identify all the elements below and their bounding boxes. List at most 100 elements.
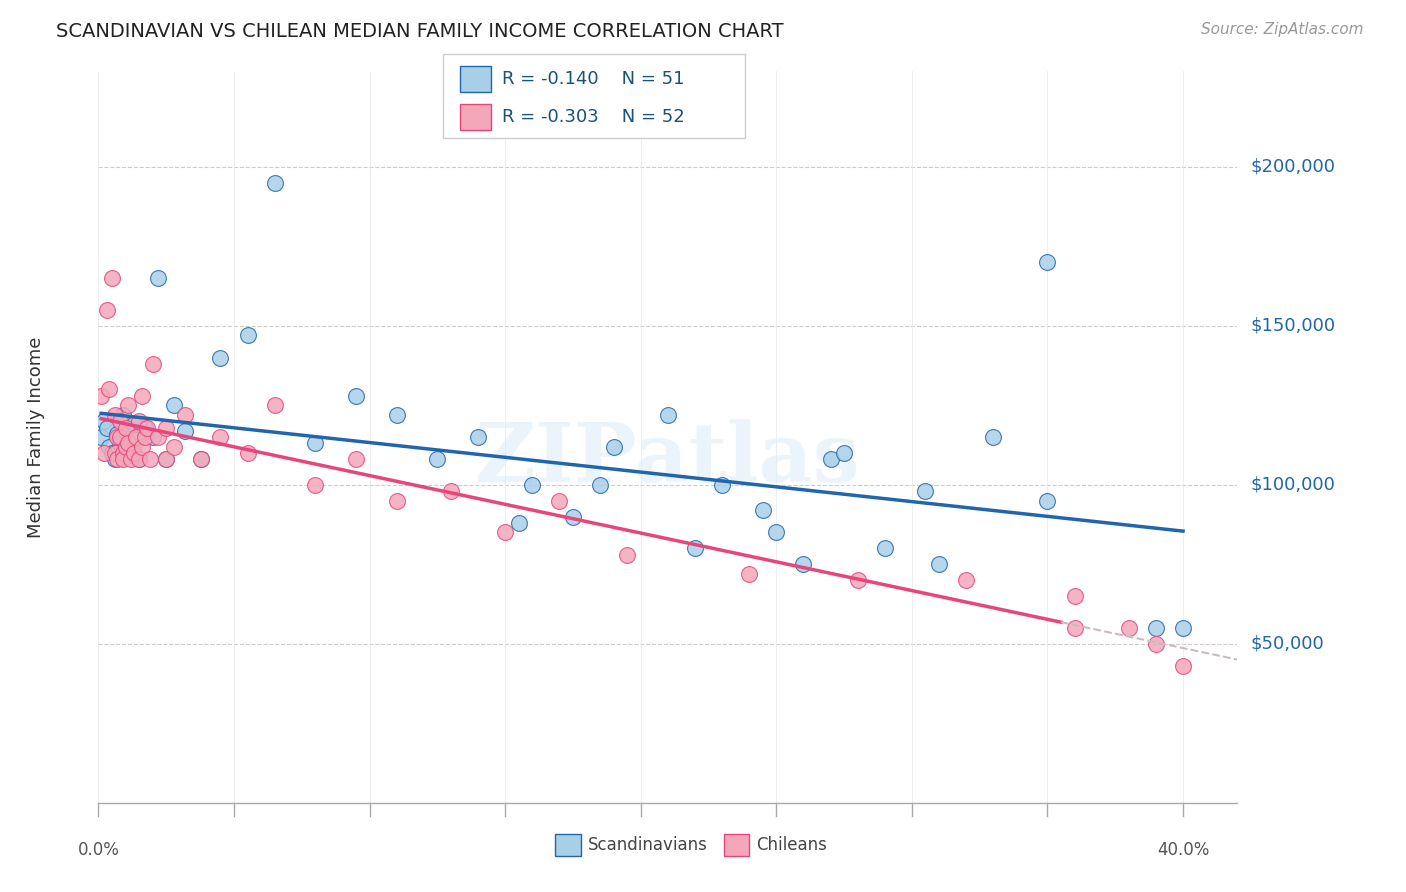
Text: 0.0%: 0.0%	[77, 841, 120, 859]
Point	[131, 389, 153, 403]
Point	[873, 541, 896, 556]
Point	[344, 452, 367, 467]
Point	[955, 573, 977, 587]
Point	[108, 430, 131, 444]
Point	[304, 436, 326, 450]
Point	[122, 446, 145, 460]
Point	[683, 541, 706, 556]
Text: $100,000: $100,000	[1251, 475, 1336, 494]
Point	[114, 420, 136, 434]
Point	[122, 417, 145, 432]
Point	[928, 558, 950, 572]
Point	[832, 446, 855, 460]
Point	[209, 430, 232, 444]
Point	[104, 408, 127, 422]
Point	[98, 440, 121, 454]
Point	[263, 176, 285, 190]
Point	[602, 440, 624, 454]
Point	[101, 271, 124, 285]
Point	[385, 408, 408, 422]
Point	[1144, 637, 1167, 651]
Point	[344, 389, 367, 403]
Point	[738, 566, 761, 581]
Point	[163, 398, 186, 412]
Point	[111, 408, 134, 422]
Text: R = -0.303    N = 52: R = -0.303 N = 52	[502, 108, 685, 126]
Point	[562, 509, 585, 524]
Point	[467, 430, 489, 444]
Point	[174, 408, 197, 422]
Point	[107, 430, 129, 444]
Point	[139, 452, 162, 467]
Point	[1144, 621, 1167, 635]
Point	[548, 493, 571, 508]
Point	[1171, 659, 1194, 673]
Point	[117, 398, 139, 412]
Point	[111, 446, 134, 460]
Point	[120, 452, 142, 467]
Point	[117, 436, 139, 450]
Point	[263, 398, 285, 412]
Point	[104, 452, 127, 467]
Text: $150,000: $150,000	[1251, 317, 1336, 334]
Point	[846, 573, 869, 587]
Point	[1036, 493, 1059, 508]
Point	[96, 302, 118, 317]
Text: 40.0%: 40.0%	[1157, 841, 1209, 859]
Point	[90, 389, 112, 403]
Point	[1063, 621, 1085, 635]
Point	[236, 446, 259, 460]
Point	[820, 452, 842, 467]
Point	[190, 452, 212, 467]
Point	[128, 414, 150, 428]
Point	[1171, 621, 1194, 635]
Text: Scandinavians: Scandinavians	[588, 836, 707, 855]
Point	[111, 452, 134, 467]
Point	[190, 452, 212, 467]
Point	[104, 446, 127, 460]
Point	[128, 452, 150, 467]
Point	[385, 493, 408, 508]
Point	[96, 420, 118, 434]
Point	[93, 446, 115, 460]
Point	[792, 558, 814, 572]
Point	[440, 484, 463, 499]
Point	[125, 430, 148, 444]
Point	[304, 477, 326, 491]
Point	[107, 452, 129, 467]
Point	[93, 414, 115, 428]
Text: Source: ZipAtlas.com: Source: ZipAtlas.com	[1201, 22, 1364, 37]
Point	[142, 430, 165, 444]
Point	[914, 484, 936, 499]
Point	[98, 383, 121, 397]
Point	[752, 503, 775, 517]
Point	[589, 477, 612, 491]
Point	[136, 420, 159, 434]
Point	[134, 420, 156, 434]
Point	[155, 452, 177, 467]
Point	[128, 452, 150, 467]
Text: $200,000: $200,000	[1251, 158, 1336, 176]
Point	[107, 426, 129, 441]
Point	[108, 436, 131, 450]
Point	[616, 548, 638, 562]
Point	[163, 440, 186, 454]
Point	[1063, 589, 1085, 603]
Point	[125, 434, 148, 448]
Point	[142, 357, 165, 371]
Point	[155, 452, 177, 467]
Point	[426, 452, 449, 467]
Point	[508, 516, 530, 530]
Point	[146, 430, 169, 444]
Point	[522, 477, 544, 491]
Text: Median Family Income: Median Family Income	[27, 336, 45, 538]
Point	[174, 424, 197, 438]
Point	[146, 271, 169, 285]
Text: R = -0.140    N = 51: R = -0.140 N = 51	[502, 70, 685, 88]
Text: Chileans: Chileans	[756, 836, 827, 855]
Point	[711, 477, 734, 491]
Point	[765, 525, 787, 540]
Point	[981, 430, 1004, 444]
Point	[155, 420, 177, 434]
Point	[114, 424, 136, 438]
